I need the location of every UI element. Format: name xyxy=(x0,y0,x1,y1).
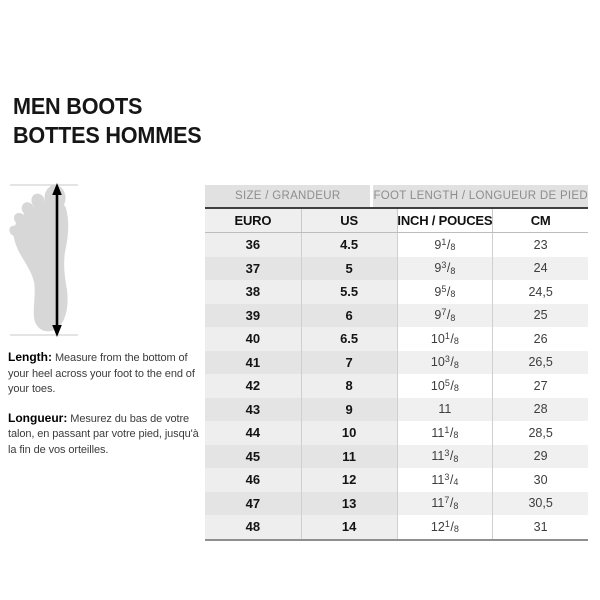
length-label-en: Length: xyxy=(8,350,52,364)
table-cell: 9 xyxy=(300,397,397,421)
table-cell: 28 xyxy=(492,397,588,421)
table-cell: 13 xyxy=(300,491,397,515)
table-row: 46 12 11 3/4 30 xyxy=(205,468,588,492)
table-row: 38 5.5 9 5/8 24,5 xyxy=(205,280,588,304)
table-cell: 9 7/8 xyxy=(396,303,493,327)
table-cell: 30,5 xyxy=(492,491,588,515)
length-note-en: Length: Measure from the bottom of your … xyxy=(8,350,201,398)
table-cell: 41 xyxy=(205,350,301,374)
table-cell: 44 xyxy=(205,421,301,445)
table-row: 36 4.5 9 1/8 23 xyxy=(205,233,588,257)
table-cell: 23 xyxy=(492,233,588,257)
table-cell: 40 xyxy=(205,327,301,351)
measure-arrow-icon xyxy=(52,183,62,337)
table-cell: 9 1/8 xyxy=(396,233,493,257)
table-row: 47 13 11 7/8 30,5 xyxy=(205,491,588,515)
table-cell: 11 3/8 xyxy=(396,444,493,468)
table-cell: 7 xyxy=(300,350,397,374)
table-row: 40 6.5 10 1/8 26 xyxy=(205,327,588,351)
table-row: 43 9 11 28 xyxy=(205,397,588,421)
table-row: 37 5 9 3/8 24 xyxy=(205,256,588,280)
column-header-cm: CM xyxy=(492,209,588,232)
length-text-en: Measure from the bottom of your heel acr… xyxy=(8,352,195,395)
column-header-us: US xyxy=(300,209,397,232)
table-cell: 31 xyxy=(492,515,588,539)
table-cell: 47 xyxy=(205,491,301,515)
table-cell: 4.5 xyxy=(300,233,397,257)
size-chart-table: SIZE / GRANDEUR FOOT LENGTH / LONGUEUR D… xyxy=(205,185,588,541)
length-note-fr: Longueur: Mesurez du bas de votre talon,… xyxy=(8,411,201,459)
column-header-euro: EURO xyxy=(205,209,301,232)
table-row: 45 11 11 3/8 29 xyxy=(205,444,588,468)
table-cell: 9 5/8 xyxy=(396,280,493,304)
table-cell: 10 3/8 xyxy=(396,350,493,374)
page-title-line1: MEN BOOTS xyxy=(13,93,143,119)
table-cell: 6.5 xyxy=(300,327,397,351)
table-cell: 5.5 xyxy=(300,280,397,304)
group-header-size: SIZE / GRANDEUR xyxy=(205,185,371,207)
table-cell: 11 xyxy=(300,444,397,468)
table-cell: 36 xyxy=(205,233,301,257)
table-cell: 27 xyxy=(492,374,588,398)
table-row: 44 10 11 1/8 28,5 xyxy=(205,421,588,445)
table-cell: 24 xyxy=(492,256,588,280)
page-title-line2: BOTTES HOMMES xyxy=(13,122,202,148)
table-cell: 39 xyxy=(205,303,301,327)
table-row: 42 8 10 5/8 27 xyxy=(205,374,588,398)
table-cell: 37 xyxy=(205,256,301,280)
table-cell: 26 xyxy=(492,327,588,351)
table-cell: 9 3/8 xyxy=(396,256,493,280)
table-cell: 11 xyxy=(396,397,493,421)
group-header-foot-length: FOOT LENGTH / LONGUEUR DE PIED xyxy=(373,185,588,207)
table-cell: 43 xyxy=(205,397,301,421)
foot-measure-icon xyxy=(9,183,78,337)
table-cell: 48 xyxy=(205,515,301,539)
table-cell: 30 xyxy=(492,468,588,492)
table-cell: 11 3/4 xyxy=(396,468,493,492)
column-header-inch: INCH / POUCES xyxy=(396,209,493,232)
table-cell: 10 5/8 xyxy=(396,374,493,398)
table-cell: 12 1/8 xyxy=(396,515,493,539)
table-cell: 26,5 xyxy=(492,350,588,374)
table-row: 48 14 12 1/8 31 xyxy=(205,515,588,539)
table-cell: 14 xyxy=(300,515,397,539)
length-label-fr: Longueur: xyxy=(8,410,68,425)
table-row: 41 7 10 3/8 26,5 xyxy=(205,350,588,374)
table-cell: 42 xyxy=(205,374,301,398)
measuring-instructions: Length: Measure from the bottom of your … xyxy=(8,350,201,471)
size-table-body: 36 4.5 9 1/8 23 37 5 9 3/8 24 38 5.5 9 5/8 24,5 39 6 9… xyxy=(205,233,588,541)
table-cell: 11 1/8 xyxy=(396,421,493,445)
table-column-header: EURO US INCH / POUCES CM xyxy=(205,209,588,233)
table-cell: 24,5 xyxy=(492,280,588,304)
table-row: 39 6 9 7/8 25 xyxy=(205,303,588,327)
table-cell: 46 xyxy=(205,468,301,492)
table-cell: 45 xyxy=(205,444,301,468)
table-cell: 28,5 xyxy=(492,421,588,445)
table-group-header: SIZE / GRANDEUR FOOT LENGTH / LONGUEUR D… xyxy=(205,185,588,209)
table-cell: 29 xyxy=(492,444,588,468)
table-cell: 25 xyxy=(492,303,588,327)
table-cell: 11 7/8 xyxy=(396,491,493,515)
table-cell: 38 xyxy=(205,280,301,304)
table-cell: 10 xyxy=(300,421,397,445)
table-cell: 10 1/8 xyxy=(396,327,493,351)
page-title: MEN BOOTS BOTTES HOMMES xyxy=(13,92,202,150)
table-cell: 5 xyxy=(300,256,397,280)
table-cell: 6 xyxy=(300,303,397,327)
foot-silhouette xyxy=(9,185,69,332)
length-text-fr: Mesurez du bas de votre talon, en passan… xyxy=(8,412,199,456)
table-cell: 8 xyxy=(300,374,397,398)
table-cell: 12 xyxy=(300,468,397,492)
